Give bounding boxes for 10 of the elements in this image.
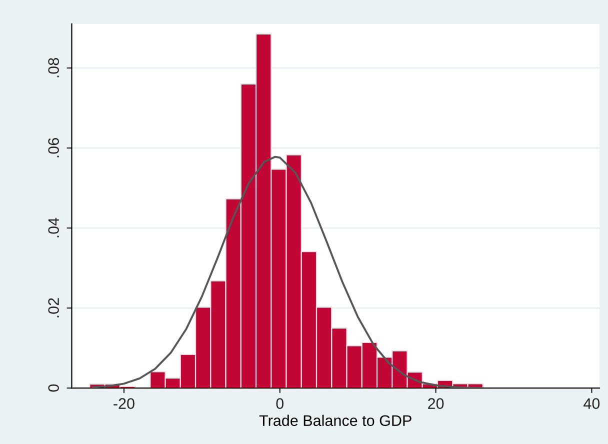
y-tick-label: .02 — [48, 298, 59, 318]
y-tick-label: .04 — [48, 218, 59, 238]
x-tick-label: 0 — [276, 398, 284, 409]
y-tick-label: .08 — [48, 58, 59, 78]
x-tick-label: 20 — [428, 398, 444, 409]
y-tick-label: 0 — [48, 384, 59, 392]
x-tick-label: -20 — [114, 398, 134, 409]
y-tick-label: .06 — [48, 138, 59, 158]
x-tick-label: 40 — [584, 398, 600, 409]
x-axis-title: Trade Balance to GDP — [259, 414, 412, 426]
